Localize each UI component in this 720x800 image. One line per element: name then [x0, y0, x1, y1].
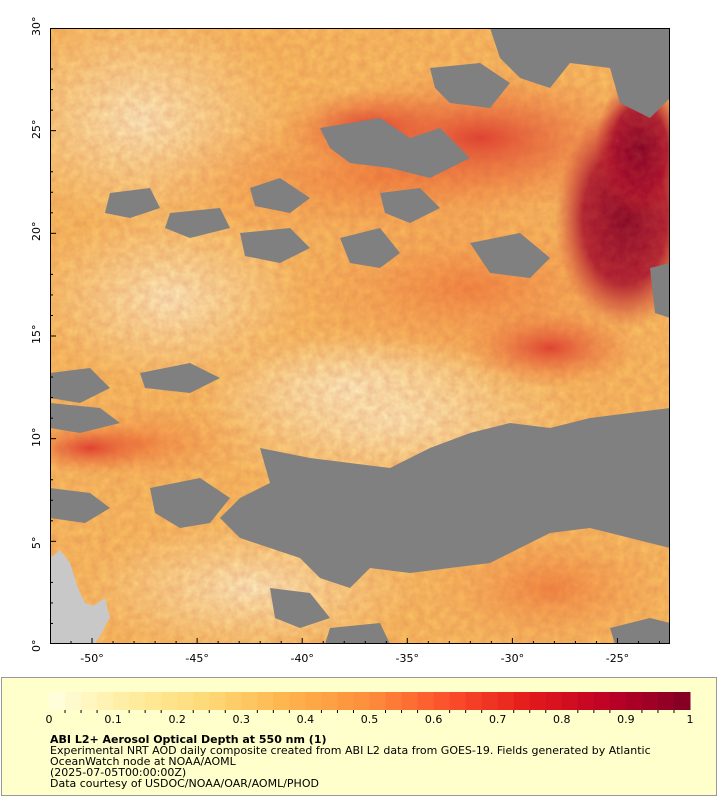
no-data-regions — [50, 28, 670, 644]
y-tick-label: 5° — [30, 536, 43, 550]
x-tick-label: -40° — [290, 652, 314, 665]
colorbar-cell — [529, 692, 547, 710]
colorbar-cell — [97, 692, 114, 710]
colorbar-tick-label: 0.4 — [296, 713, 315, 726]
colorbar-cell — [657, 692, 675, 710]
colorbar-cell — [161, 692, 178, 710]
colorbar-cell — [321, 692, 338, 710]
colorbar-tick-label: 0.8 — [553, 713, 571, 726]
legend-description-line2: OceanWatch node at NOAA/AOML — [50, 755, 236, 768]
y-axis-ticks — [50, 28, 56, 644]
colorbar-cell — [641, 692, 659, 710]
colorbar-cells — [49, 692, 691, 710]
colorbar-cell — [257, 692, 274, 710]
colorbar-tick-label: 0.5 — [360, 713, 379, 726]
colorbar-tick-label: 0.6 — [424, 713, 443, 726]
colorbar-cell — [241, 692, 258, 710]
colorbar-cell — [273, 692, 290, 710]
colorbar-cell — [225, 692, 242, 710]
colorbar-tick-label: 0.9 — [617, 713, 635, 726]
colorbar-tick-label: 0.3 — [232, 713, 251, 726]
colorbar-tick-label: 0.1 — [104, 713, 122, 726]
colorbar-cell — [497, 692, 515, 710]
colorbar-tick-label: 1 — [686, 713, 694, 726]
colorbar-cell — [673, 692, 691, 710]
aod-map — [50, 28, 670, 644]
colorbar-cell — [369, 692, 387, 710]
x-tick-label: -35° — [395, 652, 420, 665]
legend-description-line1: Experimental NRT AOD daily composite cre… — [50, 744, 651, 757]
colorbar-cell — [593, 692, 611, 710]
colorbar-cell — [193, 692, 210, 710]
x-tick-label: -45° — [185, 652, 209, 665]
colorbar-cell — [513, 692, 531, 710]
colorbar-cell — [289, 692, 306, 710]
x-tick-label: -25° — [605, 652, 630, 665]
legend-title: ABI L2+ Aerosol Optical Depth at 550 nm … — [50, 733, 327, 746]
colorbar-cell — [353, 692, 370, 710]
y-tick-label: 10° — [30, 427, 43, 447]
legend-panel: 0 0.1 0.2 0.3 0.4 0.5 0.6 0.7 0.8 0.9 1 ABI L2+ Ae… — [1, 677, 717, 796]
colorbar-cell — [609, 692, 627, 710]
colorbar-cell — [209, 692, 226, 710]
land — [50, 550, 110, 644]
colorbar-cell — [561, 692, 579, 710]
colorbar-cell — [81, 692, 98, 710]
colorbar-cell — [401, 692, 419, 710]
colorbar-cell — [577, 692, 595, 710]
colorbar-tick-label: 0.2 — [168, 713, 186, 726]
y-tick-label: 25° — [30, 119, 43, 139]
colorbar-ticks — [64, 710, 675, 713]
x-axis-ticks — [50, 638, 660, 644]
colorbar-cell — [625, 692, 643, 710]
map-canvas — [50, 28, 670, 644]
colorbar-cell — [337, 692, 354, 710]
legend-date: (2025-07-05T00:00:00Z) — [50, 766, 187, 779]
colorbar-cell — [417, 692, 435, 710]
colorbar-cell — [545, 692, 563, 710]
colorbar-cell — [65, 692, 82, 710]
colorbar-tick-label: 0.7 — [488, 713, 507, 726]
colorbar-cell — [129, 692, 146, 710]
x-tick-label: -50° — [80, 652, 104, 665]
colorbar-cell — [177, 692, 194, 710]
colorbar — [49, 692, 691, 713]
colorbar-cell — [305, 692, 322, 710]
colorbar-tick-label: 0 — [45, 713, 53, 726]
colorbar-cell — [465, 692, 483, 710]
y-tick-label: 30° — [30, 16, 43, 37]
y-tick-label: 0° — [30, 639, 43, 653]
colorbar-cell — [385, 692, 403, 710]
colorbar-cell — [433, 692, 451, 710]
colorbar-cell — [49, 692, 66, 710]
y-tick-label: 20° — [30, 221, 43, 242]
colorbar-cell — [113, 692, 130, 710]
x-tick-label: -30° — [500, 652, 525, 665]
colorbar-cell — [481, 692, 499, 710]
y-tick-label: 15° — [30, 324, 43, 345]
colorbar-cell — [145, 692, 162, 710]
colorbar-cell — [449, 692, 467, 710]
legend-credit: Data courtesy of USDOC/NOAA/OAR/AOML/PHO… — [50, 777, 319, 790]
